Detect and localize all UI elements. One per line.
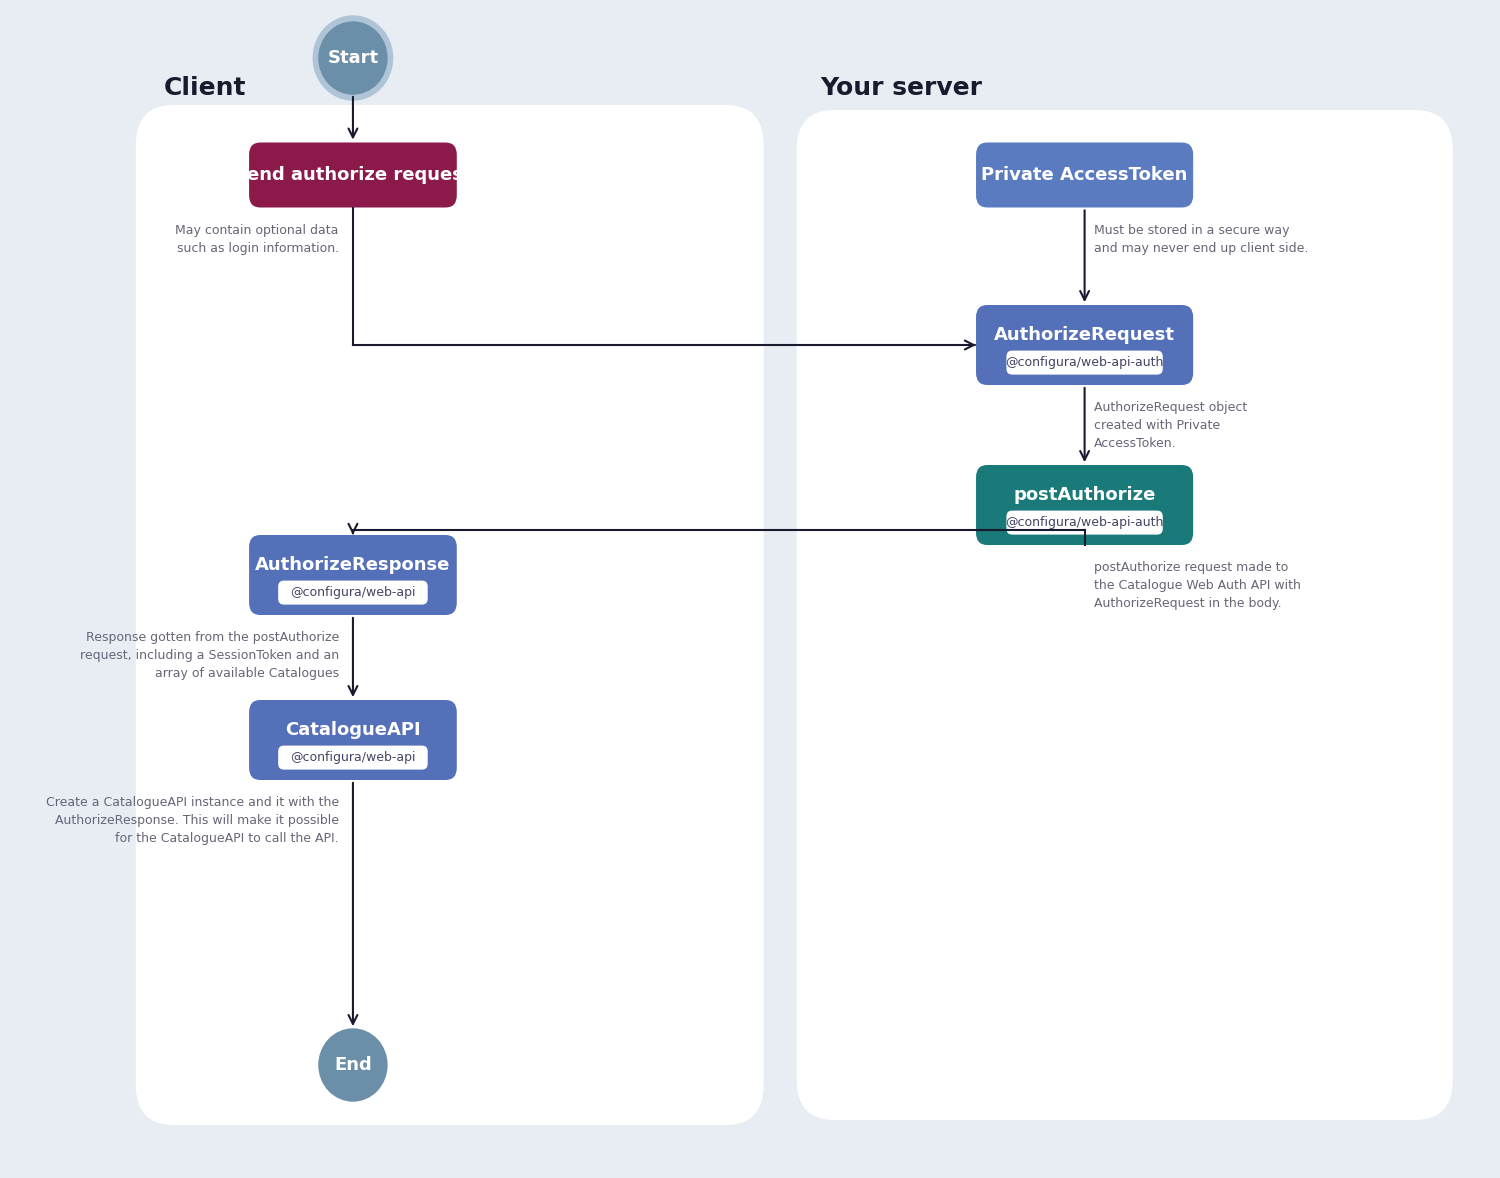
- Text: Client: Client: [164, 77, 246, 100]
- Text: postAuthorize request made to
the Catalogue Web Auth API with
AuthorizeRequest i: postAuthorize request made to the Catalo…: [1094, 561, 1300, 610]
- Text: Create a CatalogueAPI instance and it with the
AuthorizeResponse. This will make: Create a CatalogueAPI instance and it wi…: [45, 796, 339, 845]
- Text: @configura/web-api-auth: @configura/web-api-auth: [1005, 516, 1164, 529]
- Text: AuthorizeResponse: AuthorizeResponse: [255, 556, 450, 575]
- Text: AuthorizeRequest: AuthorizeRequest: [994, 326, 1174, 344]
- FancyBboxPatch shape: [249, 143, 458, 207]
- FancyBboxPatch shape: [278, 581, 428, 604]
- Circle shape: [320, 22, 387, 94]
- FancyBboxPatch shape: [136, 105, 764, 1125]
- Text: Your server: Your server: [821, 77, 983, 100]
- FancyBboxPatch shape: [278, 746, 428, 769]
- Text: @configura/web-api-auth: @configura/web-api-auth: [1005, 356, 1164, 369]
- Text: @configura/web-api: @configura/web-api: [290, 752, 416, 765]
- Text: May contain optional data
such as login information.: May contain optional data such as login …: [176, 224, 339, 254]
- FancyBboxPatch shape: [976, 305, 1192, 385]
- Text: Start: Start: [327, 49, 378, 67]
- Text: CatalogueAPI: CatalogueAPI: [285, 721, 422, 740]
- Text: @configura/web-api: @configura/web-api: [290, 587, 416, 600]
- Text: Send authorize request: Send authorize request: [234, 166, 471, 184]
- FancyBboxPatch shape: [1007, 351, 1162, 375]
- FancyBboxPatch shape: [249, 700, 458, 780]
- FancyBboxPatch shape: [976, 465, 1192, 545]
- FancyBboxPatch shape: [976, 143, 1192, 207]
- Text: End: End: [334, 1055, 372, 1074]
- FancyBboxPatch shape: [249, 535, 458, 615]
- Text: postAuthorize: postAuthorize: [1014, 487, 1156, 504]
- Circle shape: [314, 16, 393, 100]
- Text: Private AccessToken: Private AccessToken: [981, 166, 1188, 184]
- Text: Response gotten from the postAuthorize
request, including a SessionToken and an
: Response gotten from the postAuthorize r…: [80, 631, 339, 680]
- Text: AuthorizeRequest object
created with Private
AccessToken.: AuthorizeRequest object created with Pri…: [1094, 401, 1248, 450]
- Circle shape: [320, 1030, 387, 1101]
- FancyBboxPatch shape: [796, 110, 1454, 1120]
- Text: Must be stored in a secure way
and may never end up client side.: Must be stored in a secure way and may n…: [1094, 224, 1308, 254]
- FancyBboxPatch shape: [1007, 510, 1162, 535]
